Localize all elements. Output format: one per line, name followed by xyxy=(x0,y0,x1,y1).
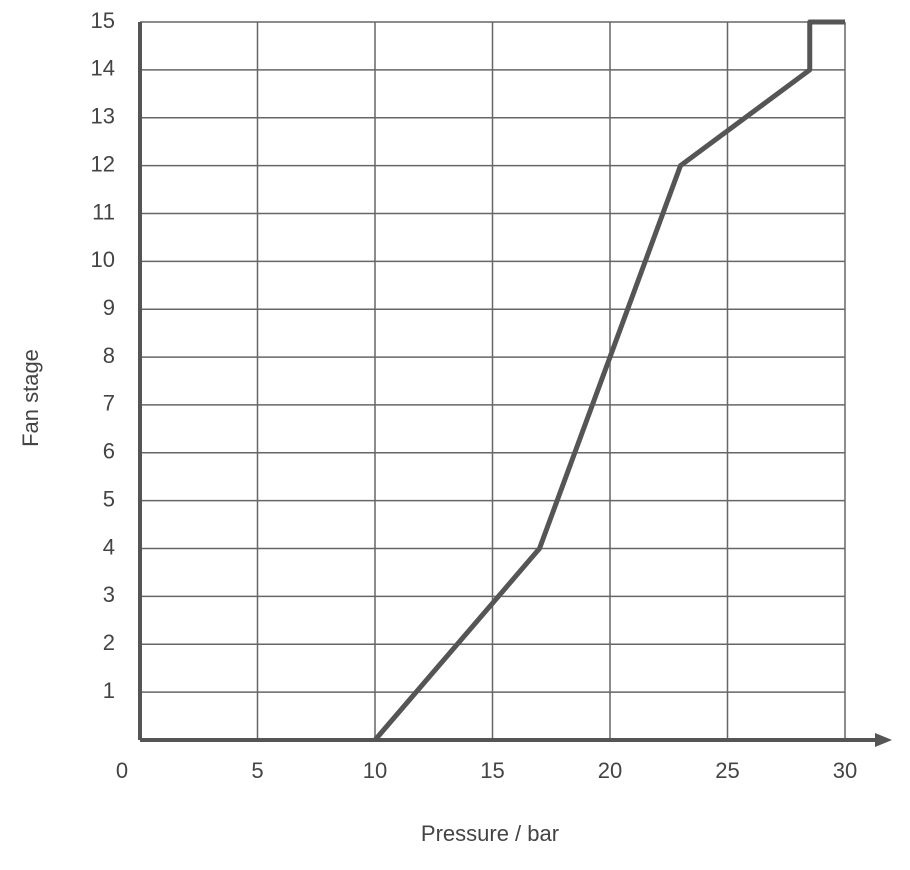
y-tick-label: 15 xyxy=(91,8,115,33)
y-tick-label: 13 xyxy=(91,104,115,129)
y-tick-label: 5 xyxy=(103,486,115,511)
x-tick-label: 10 xyxy=(363,758,387,783)
x-tick-label: 5 xyxy=(251,758,263,783)
y-tick-label: 4 xyxy=(103,534,115,559)
y-tick-label: 9 xyxy=(103,295,115,320)
y-axis-label: Fan stage xyxy=(18,349,43,447)
x-tick-label: 0 xyxy=(116,758,128,783)
x-tick-label: 30 xyxy=(833,758,857,783)
x-tick-label: 25 xyxy=(715,758,739,783)
y-tick-label: 10 xyxy=(91,247,115,272)
x-axis-arrow xyxy=(875,733,892,747)
x-tick-label: 15 xyxy=(480,758,504,783)
x-tick-label: 20 xyxy=(598,758,622,783)
y-tick-label: 6 xyxy=(103,439,115,464)
y-tick-label: 2 xyxy=(103,630,115,655)
y-tick-label: 8 xyxy=(103,343,115,368)
y-tick-label: 12 xyxy=(91,151,115,176)
data-line xyxy=(373,19,845,742)
x-axis-label: Pressure / bar xyxy=(421,821,559,846)
y-tick-label: 1 xyxy=(103,678,115,703)
y-tick-label: 7 xyxy=(103,391,115,416)
y-tick-label: 11 xyxy=(92,199,115,224)
y-tick-label: 3 xyxy=(103,582,115,607)
y-tick-label: 14 xyxy=(91,56,115,81)
